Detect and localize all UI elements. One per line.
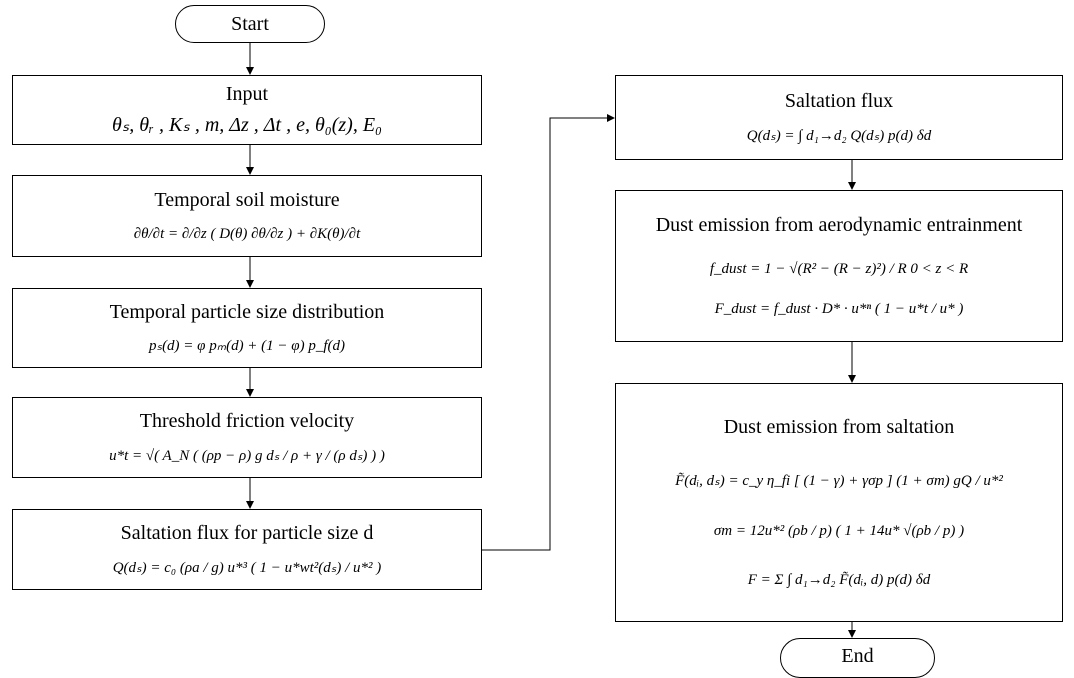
formula: θₛ, θᵣ , Kₛ , m, Δz , Δt , e, θ₀(z), E₀: [111, 114, 383, 137]
process-box: Threshold friction velocity u*t = √( A_N …: [12, 397, 482, 478]
box-title: Dust emission from saltation: [723, 416, 955, 439]
formula: F̃(dᵢ, dₛ) = c_y η_fi [ (1 − γ) + γσp ] …: [675, 473, 1003, 490]
formula: pₛ(d) = φ pₘ(d) + (1 − φ) p_f(d): [148, 338, 346, 354]
process-box: Dust emission from aerodynamic entrainme…: [615, 190, 1063, 342]
formula: Q(dₛ) = c₀ (ρa / g) u*³ ( 1 − u*wt²(dₛ) …: [112, 559, 382, 576]
formula: σm = 12u*² (ρb / p) ( 1 + 14u* √(ρb / p)…: [713, 522, 965, 539]
process-box: Temporal particle size distribution pₛ(d)…: [12, 288, 482, 368]
process-box: Input θₛ, θᵣ , Kₛ , m, Δz , Δt , e, θ₀(z)…: [12, 75, 482, 145]
formula: F_dust = f_dust · D* · u*ⁿ ( 1 − u*t / u…: [714, 300, 964, 317]
box-title: Saltation flux: [784, 89, 894, 112]
box-title: Threshold friction velocity: [139, 410, 355, 433]
formula: u*t = √( A_N ( (ρp − ρ) g dₛ / ρ + γ / (…: [109, 447, 385, 464]
formula: f_dust = 1 − √(R² − (R − z)²) / R 0 < z …: [709, 260, 969, 277]
process-box: Dust emission from saltation F̃(dᵢ, dₛ) =…: [615, 383, 1063, 622]
box-title: Dust emission from aerodynamic entrainme…: [655, 214, 1023, 237]
end-node: End: [780, 638, 935, 678]
start-node: Start: [175, 5, 325, 43]
process-box: Saltation flux Q(dₛ) = ∫ d₁→d₂ Q(dₛ) p(d)…: [615, 75, 1063, 160]
box-title: Input: [225, 82, 269, 105]
box-title: Temporal soil moisture: [154, 189, 340, 212]
formula: Q(dₛ) = ∫ d₁→d₂ Q(dₛ) p(d) δd: [746, 128, 932, 145]
formula: ∂θ/∂t = ∂/∂z ( D(θ) ∂θ/∂z ) + ∂K(θ)/∂t: [133, 225, 361, 242]
process-box: Temporal soil moisture ∂θ/∂t = ∂/∂z ( D(θ…: [12, 175, 482, 257]
box-title: Temporal particle size distribution: [109, 301, 385, 323]
box-title: Saltation flux for particle size d: [120, 522, 374, 545]
formula: F = Σ ∫ d₁→d₂ F̃(dᵢ, d) p(d) δd: [747, 571, 931, 588]
arrow: [482, 114, 615, 551]
process-box: Saltation flux for particle size d Q(dₛ) …: [12, 509, 482, 590]
